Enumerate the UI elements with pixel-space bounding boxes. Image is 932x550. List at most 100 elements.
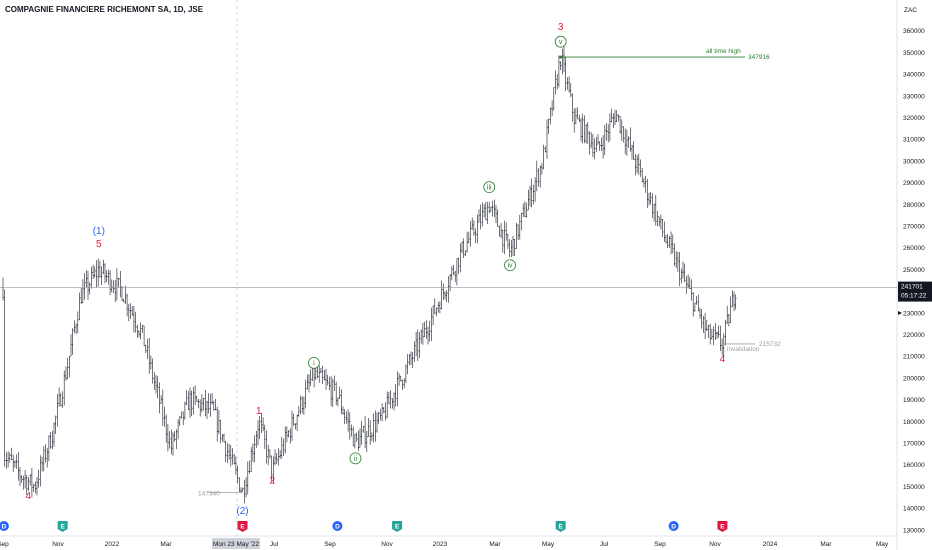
candle [107, 269, 110, 285]
candle [133, 306, 135, 333]
candle [20, 475, 23, 483]
candle [172, 432, 174, 456]
candle [187, 391, 190, 410]
candle [551, 100, 553, 117]
candle [226, 442, 229, 464]
candle [325, 368, 327, 391]
candle [507, 233, 509, 249]
candle [394, 384, 397, 407]
candle [117, 277, 120, 288]
candle [70, 334, 72, 357]
y-tick-label: 330000 [903, 93, 925, 100]
candle [318, 365, 320, 383]
candle [298, 406, 300, 417]
candle [10, 447, 13, 461]
candle [547, 118, 550, 135]
candle [9, 452, 11, 463]
candle [97, 258, 99, 287]
candle [481, 202, 484, 227]
candle [478, 209, 480, 223]
candle [111, 279, 113, 293]
candle [593, 138, 596, 160]
wave-label-minor[interactable]: iv [504, 259, 516, 272]
candle [529, 185, 531, 207]
wave-label[interactable]: (2) [236, 506, 248, 517]
candle [575, 108, 577, 125]
candle [328, 376, 331, 391]
wave-label[interactable]: 2 [270, 476, 276, 487]
wave-label-minor[interactable]: iii [483, 181, 496, 194]
candle [660, 214, 662, 230]
candle [303, 396, 305, 415]
candle [541, 162, 543, 175]
earnings-event-icon[interactable]: E [392, 521, 403, 532]
svg-text:ii: ii [354, 456, 358, 463]
earnings-event-icon[interactable]: E [57, 521, 68, 532]
x-tick-label: Nov [381, 541, 393, 548]
candle [597, 134, 599, 145]
candle [610, 108, 613, 123]
wave-label-minor[interactable]: ii [349, 452, 362, 465]
candle [432, 305, 434, 326]
candle [536, 160, 538, 192]
earnings-event-icon[interactable]: E [555, 521, 566, 532]
candle [614, 109, 616, 126]
candle [685, 276, 688, 294]
candle [209, 393, 212, 417]
candle [41, 456, 43, 472]
candle [420, 329, 422, 344]
candle [39, 455, 42, 487]
wave-label[interactable]: 3 [558, 22, 564, 33]
candle [716, 331, 718, 340]
earnings-event-icon[interactable]: E [237, 521, 248, 532]
candle [141, 325, 144, 334]
candle [17, 451, 20, 481]
candle [44, 444, 47, 463]
price-level[interactable]: all time high 347916 [560, 48, 770, 61]
wave-label[interactable]: 5 [96, 239, 102, 250]
wave-label-minor[interactable]: v [554, 35, 567, 48]
candle [247, 461, 249, 495]
wave-label[interactable]: 1 [256, 406, 262, 417]
dividend-event-icon[interactable]: D [0, 521, 9, 531]
candle [447, 276, 450, 303]
dividend-event-icon[interactable]: D [668, 521, 679, 531]
price-level[interactable]: 147340 [198, 490, 243, 497]
y-tick-label: 260000 [903, 245, 925, 252]
candle [24, 469, 26, 489]
earnings-event-icon[interactable]: E [717, 521, 728, 532]
candle [546, 119, 548, 159]
candle [145, 344, 147, 354]
candle [706, 319, 708, 331]
candle [12, 454, 14, 473]
crosshair-date-box [212, 538, 260, 549]
y-tick-label: 170000 [903, 440, 925, 447]
candle [401, 379, 404, 390]
wave-label-minor[interactable]: i [308, 356, 320, 369]
candle [451, 265, 453, 281]
candle [583, 115, 586, 144]
wave-label[interactable]: (1) [93, 226, 105, 237]
wave-label[interactable]: 4 [720, 354, 726, 365]
candle [474, 228, 477, 244]
candle [170, 429, 173, 455]
candle [571, 93, 574, 122]
dividend-event-icon[interactable]: D [332, 521, 343, 531]
svg-text:D: D [2, 523, 7, 530]
candle [570, 82, 572, 98]
x-tick-label: Jul [270, 541, 279, 548]
wave-label[interactable]: 4 [26, 491, 32, 502]
candle [104, 263, 106, 284]
candle [626, 129, 628, 156]
candle [167, 424, 169, 452]
x-tick-label: 2023 [433, 541, 448, 548]
candle [643, 177, 645, 188]
y-tick-label: 250000 [903, 267, 925, 274]
candle [532, 184, 535, 205]
candle [717, 325, 720, 338]
candle [724, 319, 727, 346]
y-tick-label: 180000 [903, 419, 925, 426]
candle [364, 416, 366, 449]
